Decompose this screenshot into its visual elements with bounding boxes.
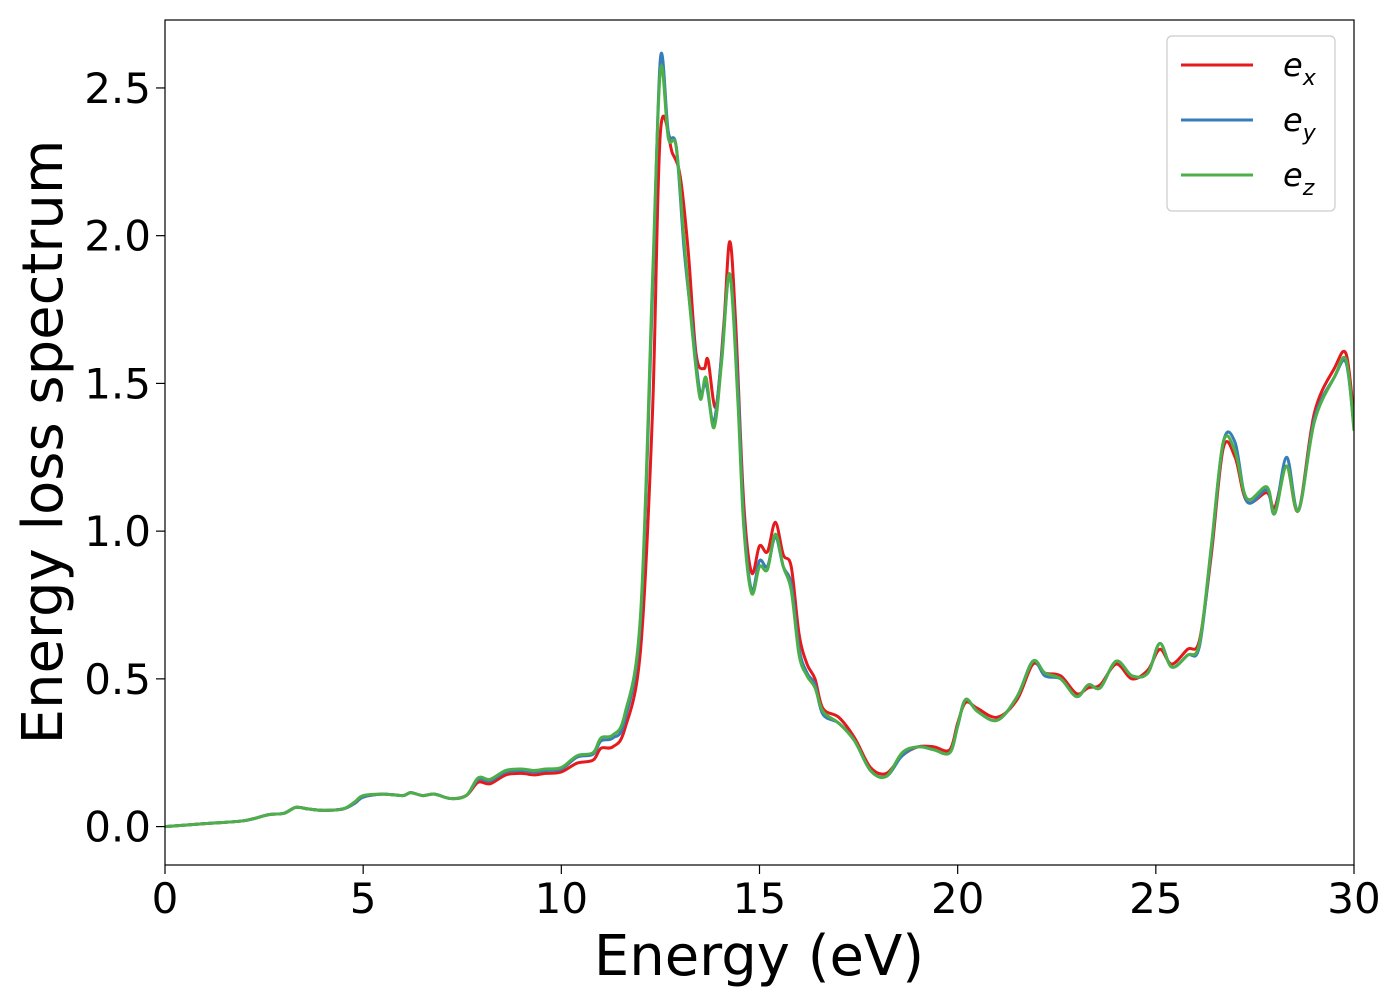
y-tick-label: 0.5 — [84, 655, 151, 704]
legend-label-x: ex — [1283, 46, 1317, 91]
y-tick-label: 1.5 — [84, 359, 151, 408]
x-axis-label: Energy (eV) — [594, 924, 924, 989]
legend-label-y: ey — [1283, 101, 1317, 146]
y-tick-label: 2.0 — [84, 212, 151, 261]
legend: ex ey ez — [1166, 35, 1336, 212]
legend-label-z: ez — [1283, 156, 1315, 201]
y-tick-label: 1.0 — [84, 507, 151, 556]
x-tick-label: 0 — [152, 874, 179, 923]
series-layer — [165, 51, 1354, 829]
x-axis-ticks: 0 5 10 15 20 25 30 — [152, 865, 1381, 923]
x-tick-label: 15 — [733, 874, 786, 923]
y-tick-label: 2.5 — [84, 64, 151, 113]
legend-box — [1166, 35, 1336, 212]
series-line-z — [165, 64, 1354, 829]
y-axis-label: Energy loss spectrum — [11, 140, 76, 745]
x-tick-label: 25 — [1129, 874, 1182, 923]
plot-area — [165, 20, 1354, 865]
x-tick-label: 10 — [535, 874, 588, 923]
y-axis-ticks: 0.0 0.5 1.0 1.5 2.0 2.5 — [84, 64, 165, 852]
x-tick-label: 30 — [1327, 874, 1380, 923]
y-tick-label: 0.0 — [84, 803, 151, 852]
x-tick-label: 5 — [350, 874, 377, 923]
x-tick-label: 20 — [931, 874, 984, 923]
